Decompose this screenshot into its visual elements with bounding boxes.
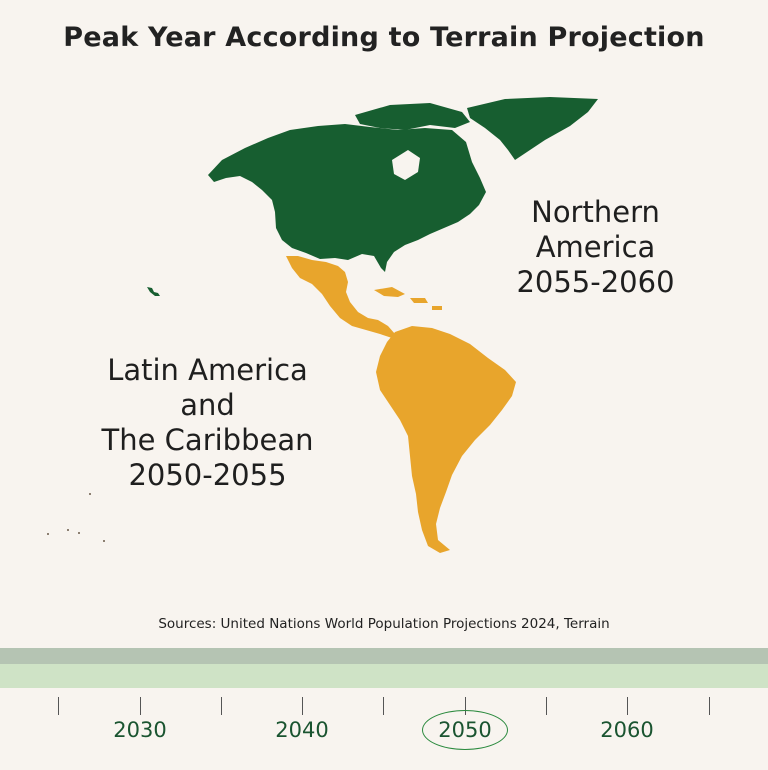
hudson-bay bbox=[392, 150, 420, 180]
americas-map bbox=[47, 97, 598, 553]
timeline-tick bbox=[140, 697, 141, 715]
mexico-central-america-region bbox=[286, 256, 395, 338]
timeline-year-2030: 2030 bbox=[113, 718, 167, 742]
timeline-band-bottom bbox=[0, 664, 768, 688]
timeline-tick bbox=[221, 697, 222, 715]
timeline-tick bbox=[465, 697, 466, 715]
northern-america-region bbox=[208, 124, 486, 272]
arctic-islands-region bbox=[355, 103, 470, 130]
timeline-axis: 2030 2040 2050 2060 bbox=[0, 688, 768, 770]
timeline-year-2060: 2060 bbox=[600, 718, 654, 742]
latin-america-label: Latin America and The Caribbean 2050-205… bbox=[101, 353, 314, 492]
pacific-islands bbox=[47, 493, 105, 542]
timeline-tick bbox=[383, 697, 384, 715]
timeline-year-2040: 2040 bbox=[275, 718, 329, 742]
south-america-region bbox=[376, 326, 516, 553]
timeline-tick bbox=[302, 697, 303, 715]
northern-america-label: Northern America 2055-2060 bbox=[516, 195, 675, 299]
timeline-tick bbox=[58, 697, 59, 715]
map-title: Peak Year According to Terrain Projectio… bbox=[63, 22, 705, 53]
timeline-tick bbox=[709, 697, 710, 715]
sources-note: Sources: United Nations World Population… bbox=[158, 616, 610, 632]
timeline-tick bbox=[627, 697, 628, 715]
highlighted-year-ring bbox=[422, 710, 508, 750]
greenland-region bbox=[467, 97, 598, 160]
timeline-year-2050: 2050 bbox=[438, 718, 492, 742]
timeline-band-top bbox=[0, 648, 768, 664]
timeline-tick bbox=[546, 697, 547, 715]
caribbean-islands bbox=[374, 287, 442, 310]
hawaii-islands bbox=[147, 287, 160, 296]
